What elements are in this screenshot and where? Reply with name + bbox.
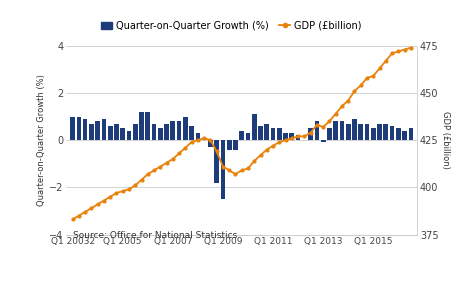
Bar: [108, 126, 112, 140]
Bar: [89, 124, 94, 140]
Bar: [101, 119, 106, 140]
Bar: [133, 124, 137, 140]
Bar: [296, 136, 301, 140]
Bar: [95, 121, 100, 140]
Bar: [252, 114, 256, 140]
Bar: [371, 128, 375, 140]
Bar: [352, 119, 357, 140]
Bar: [239, 131, 244, 140]
Bar: [139, 112, 144, 140]
Bar: [189, 126, 194, 140]
Bar: [264, 124, 269, 140]
Bar: [76, 117, 81, 140]
Bar: [333, 121, 338, 140]
Bar: [402, 131, 407, 140]
Bar: [277, 128, 282, 140]
Bar: [214, 140, 219, 183]
Bar: [196, 133, 200, 140]
Bar: [346, 124, 351, 140]
Bar: [220, 140, 225, 199]
Bar: [365, 124, 369, 140]
Bar: [339, 121, 344, 140]
Bar: [120, 128, 125, 140]
Bar: [171, 121, 175, 140]
Bar: [233, 140, 238, 150]
Bar: [358, 124, 363, 140]
Y-axis label: GDP (£billion): GDP (£billion): [441, 111, 450, 169]
Bar: [377, 124, 382, 140]
Bar: [177, 121, 182, 140]
Bar: [146, 112, 150, 140]
Bar: [396, 128, 401, 140]
Bar: [390, 126, 394, 140]
Bar: [83, 119, 88, 140]
Bar: [208, 140, 213, 147]
Bar: [127, 131, 131, 140]
Text: Source: Office for National Statistics: Source: Office for National Statistics: [73, 231, 237, 240]
Bar: [246, 133, 250, 140]
Bar: [114, 124, 119, 140]
Bar: [409, 128, 413, 140]
Bar: [183, 117, 188, 140]
Bar: [283, 133, 288, 140]
Bar: [290, 133, 294, 140]
Bar: [271, 128, 275, 140]
Bar: [258, 126, 263, 140]
Bar: [383, 124, 388, 140]
Y-axis label: Quarter-on-Quarter Growth (%): Quarter-on-Quarter Growth (%): [37, 74, 46, 206]
Bar: [70, 117, 75, 140]
Bar: [227, 140, 232, 150]
Legend: Quarter-on-Quarter Growth (%), GDP (£billion): Quarter-on-Quarter Growth (%), GDP (£bil…: [97, 17, 365, 34]
Bar: [152, 124, 156, 140]
Bar: [164, 124, 169, 140]
Bar: [308, 128, 313, 140]
Bar: [321, 140, 326, 142]
Bar: [327, 128, 332, 140]
Bar: [158, 128, 163, 140]
Bar: [315, 121, 319, 140]
